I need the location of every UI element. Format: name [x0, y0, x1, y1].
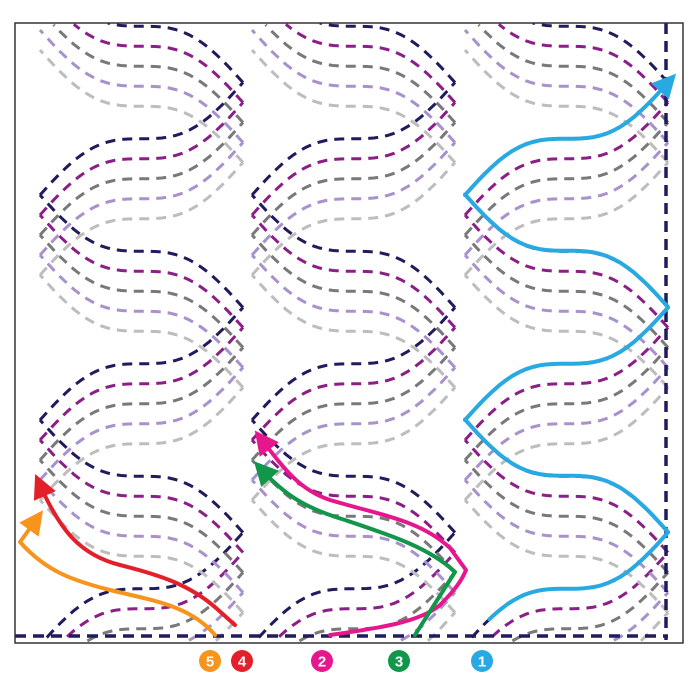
dashed-thread-curve — [400, 591, 457, 642]
dashed-thread-curve — [45, 531, 245, 639]
dashed-thread-curve — [38, 438, 245, 554]
legend-badge-2: 2 — [311, 650, 333, 672]
legend-badge-5: 5 — [199, 650, 221, 672]
legend-badge-3: 3 — [388, 650, 410, 672]
dashed-thread-curve — [463, 326, 670, 442]
dashed-thread-curve — [250, 121, 457, 237]
dashed-thread-curve — [463, 233, 670, 349]
dashed-thread-curve — [188, 591, 245, 642]
route-5-path — [18, 510, 217, 637]
dashed-thread-curve — [298, 571, 457, 643]
dashed-thread-curve — [250, 161, 457, 277]
dashed-thread-curve — [613, 591, 670, 642]
dashed-thread-curve — [250, 233, 457, 349]
dashed-thread-curve — [463, 498, 670, 614]
dashed-thread-curve — [86, 571, 245, 643]
route-2-path — [254, 430, 468, 637]
dashed-thread-curve — [250, 346, 457, 462]
block-frame — [14, 22, 684, 644]
badge-number: 2 — [318, 654, 326, 671]
dashed-thread-curve — [463, 478, 670, 594]
dashed-thread-curve — [250, 193, 457, 309]
dashed-thread-curve — [463, 273, 670, 389]
dashed-thread-curve — [532, 23, 670, 84]
dashed-thread-curve — [250, 81, 457, 197]
dashed-thread-curve — [250, 141, 457, 257]
dashed-thread-curve — [38, 386, 245, 502]
badge-number: 1 — [478, 654, 486, 671]
dashed-thread-curve — [38, 366, 245, 482]
dashed-thread-curve — [38, 161, 245, 277]
legend-badge-1: 1 — [471, 650, 493, 672]
dashed-thread-curve — [463, 366, 670, 482]
dashed-thread-curve — [463, 28, 670, 144]
badge-number: 3 — [395, 654, 403, 671]
dashed-thread-curve — [38, 346, 245, 462]
dashed-thread-curve — [463, 213, 670, 329]
dashed-thread-curve — [38, 213, 245, 329]
dashed-thread-curve — [250, 386, 457, 502]
dashed-thread-curve — [250, 213, 457, 329]
dashed-thread-curve — [38, 326, 245, 442]
dashed-thread-curve — [250, 438, 457, 554]
dashed-thread-curve — [463, 438, 670, 554]
dashed-thread-curve — [38, 141, 245, 257]
dashed-thread-curve — [250, 28, 457, 144]
dashed-thread-curve — [107, 23, 245, 84]
badge-number: 4 — [238, 654, 247, 671]
dashed-thread-curve — [463, 161, 670, 277]
legend: 5 4 2 3 1 — [199, 650, 493, 672]
route-4-path — [33, 474, 237, 627]
dashed-thread-curve — [72, 23, 245, 104]
dashed-thread-curve — [463, 253, 670, 369]
dashed-thread-curve — [38, 418, 245, 534]
dashed-thread-curve — [250, 366, 457, 482]
dashed-thread-curve — [497, 23, 670, 104]
legend-badge-4: 4 — [231, 650, 253, 672]
dashed-thread-curve — [38, 478, 245, 594]
dashed-thread-curve — [38, 498, 245, 614]
route-1-path — [463, 73, 677, 622]
dashed-thread-curve — [463, 346, 670, 462]
badge-number: 5 — [206, 654, 214, 671]
dashed-thread-curve — [38, 81, 245, 197]
dashed-thread-curve — [250, 273, 457, 389]
dashed-thread-curve — [250, 498, 457, 614]
dashed-thread-curve — [38, 233, 245, 349]
dashed-thread-curve — [511, 571, 670, 643]
dashed-thread-curve — [250, 101, 457, 217]
dashed-thread-curve — [250, 326, 457, 442]
dashed-thread-curve — [463, 101, 670, 217]
dashed-thread-pattern — [38, 23, 670, 643]
dashed-thread-curve — [250, 48, 457, 164]
dashed-thread-curve — [38, 273, 245, 389]
dashed-thread-curve — [319, 23, 457, 84]
dashed-thread-curve — [470, 531, 670, 639]
dashed-thread-curve — [38, 48, 245, 164]
dashed-thread-curve — [38, 306, 245, 422]
dashed-thread-curve — [463, 141, 670, 257]
dashed-thread-curve — [250, 253, 457, 369]
dashed-thread-curve — [284, 23, 457, 104]
dashed-thread-curve — [38, 193, 245, 309]
dashed-thread-curve — [463, 386, 670, 502]
dashed-thread-curve — [250, 478, 457, 594]
route-3-path — [253, 461, 457, 637]
dashed-thread-curve — [250, 418, 457, 534]
dashed-thread-curve — [463, 48, 670, 164]
dashed-thread-curve — [38, 101, 245, 217]
dashed-thread-curve — [463, 458, 670, 574]
dashed-thread-curve — [38, 253, 245, 369]
dashed-thread-curve — [463, 121, 670, 237]
dashed-thread-curve — [38, 121, 245, 237]
dashed-thread-curve — [38, 28, 245, 144]
dashed-thread-curve — [38, 458, 245, 574]
dashed-thread-curve — [250, 306, 457, 422]
